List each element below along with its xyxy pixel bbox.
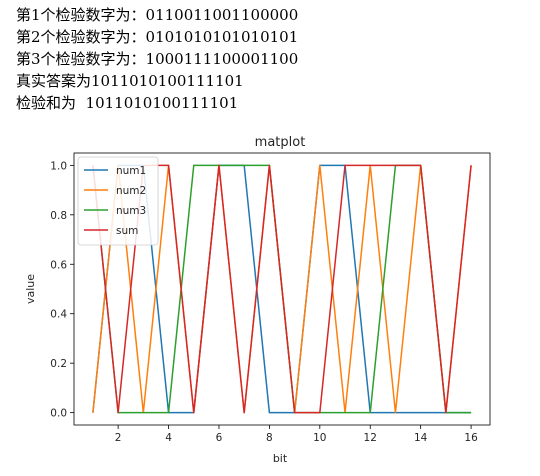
y-tick-label: 0.8 (50, 210, 67, 222)
legend-label-num2: num2 (116, 185, 146, 197)
legend-label-sum: sum (116, 225, 138, 237)
x-tick-label: 10 (313, 432, 326, 444)
legend-label-num3: num3 (116, 205, 146, 217)
legend-box (77, 156, 159, 246)
output-line-checksum: 检验和为 1011010100111101 (16, 94, 239, 112)
x-tick-label: 2 (115, 432, 122, 444)
x-tick-label: 4 (165, 432, 172, 444)
x-axis-label: bit (273, 452, 288, 465)
x-tick-label: 14 (414, 432, 428, 444)
output-line-true-answer: 真实答案为1011010100111101 (16, 72, 244, 90)
y-tick-label: 0.0 (50, 408, 67, 420)
y-tick-label: 0.2 (50, 358, 67, 370)
legend-label-num1: num1 (116, 165, 146, 177)
y-tick-label: 0.4 (50, 309, 67, 321)
output-line-check-1: 第1个检验数字为：0110011001100000 (16, 6, 299, 24)
output-line-check-3: 第3个检验数字为：1000111100001100 (16, 50, 299, 68)
y-tick-label: 1.0 (50, 160, 67, 172)
chart-title: matplot (255, 135, 306, 150)
legend: num1 num2 num3 sum (77, 156, 159, 246)
axes-layer: 2 4 6 8 10 12 14 16 0.0 0.2 0.4 0.6 0.8 1.0 (50, 152, 491, 444)
x-tick-label: 8 (266, 432, 273, 444)
x-tick-label: 16 (464, 432, 478, 444)
output-line-check-2: 第2个检验数字为：0101010101010101 (16, 28, 299, 46)
y-tick-label: 0.6 (50, 259, 67, 271)
x-tick-label: 6 (216, 432, 223, 444)
y-axis-label: value (24, 274, 37, 304)
plot-frame (73, 152, 491, 426)
console-output: 第1个检验数字为：0110011001100000 第2个检验数字为：01010… (16, 4, 298, 114)
x-tick-label: 12 (364, 432, 377, 444)
